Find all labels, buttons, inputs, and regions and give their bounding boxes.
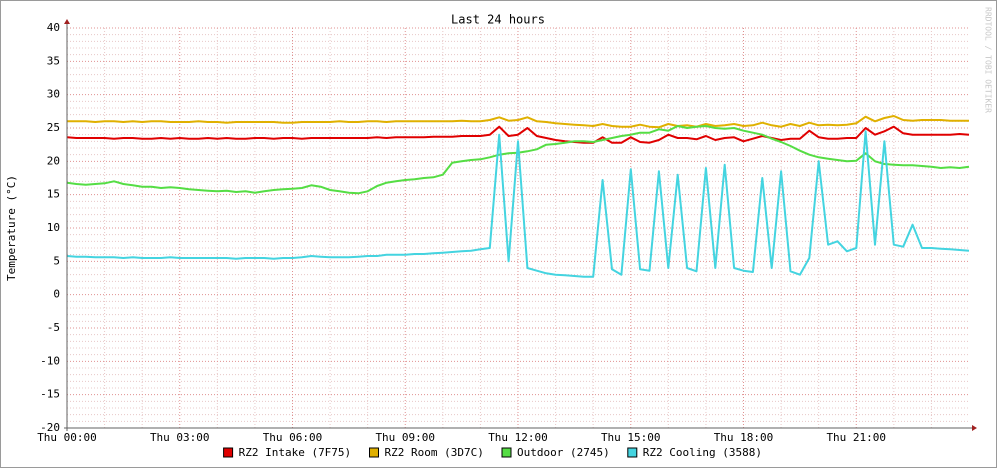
- series-line: [67, 115, 969, 129]
- plot: [66, 115, 970, 278]
- legend-label: RZ2 Cooling (3588): [643, 446, 762, 459]
- legend-swatch: [223, 447, 234, 458]
- axes: -20 -15 -10 -5 0 5 10 15 20 25 30 35 40 Thu 00:00 Thu …: [37, 19, 977, 444]
- series-line: [66, 130, 970, 278]
- legend-swatch: [369, 447, 379, 458]
- y-tick-label: -10: [40, 354, 60, 367]
- x-tick-label: Thu 12:00: [488, 431, 548, 444]
- y-tick-label: 0: [53, 288, 60, 301]
- x-tick-label: Thu 09:00: [375, 431, 435, 444]
- x-tick-label: Thu 18:00: [714, 431, 774, 444]
- y-axis-arrow: [64, 19, 70, 24]
- y-tick-label: 10: [47, 221, 60, 234]
- x-tick-label: Thu 15:00: [601, 431, 661, 444]
- y-tick-label: 30: [47, 88, 60, 101]
- y-tick-label: -15: [40, 388, 60, 401]
- y-tick-label: 40: [47, 21, 60, 34]
- x-tick-label: Thu 21:00: [826, 431, 886, 444]
- y-tick-label: 35: [47, 54, 60, 67]
- y-tick-label: 20: [47, 154, 60, 167]
- x-axis-arrow: [972, 425, 977, 431]
- x-tick-label: Thu 03:00: [150, 431, 210, 444]
- x-tick-label: Thu 06:00: [263, 431, 323, 444]
- legend-label: Outdoor (2745): [517, 446, 610, 459]
- y-axis-label: Temperature (°C): [5, 175, 18, 281]
- series-line: [66, 125, 970, 144]
- y-tick-label: -5: [47, 321, 60, 334]
- y-tick-label: -20: [40, 421, 60, 434]
- chart-title: Last 24 hours: [451, 13, 545, 27]
- legend-swatch: [501, 447, 512, 458]
- legend: RZ2 Intake (7F75) RZ2 Room (3D7C) Outdoor …: [223, 446, 762, 459]
- legend-label: RZ2 Intake (7F75): [239, 446, 352, 459]
- grid: [66, 27, 969, 429]
- x-tick-label: Thu 00:00: [37, 431, 97, 444]
- legend-swatch: [627, 447, 638, 458]
- y-tick-label: 5: [53, 254, 60, 267]
- y-tick-label: 25: [47, 121, 60, 134]
- legend-label: RZ2 Room (3D7C): [385, 446, 484, 459]
- y-tick-label: 15: [47, 188, 60, 201]
- watermark: RRDTOOL / TOBI OETIKER: [984, 7, 993, 113]
